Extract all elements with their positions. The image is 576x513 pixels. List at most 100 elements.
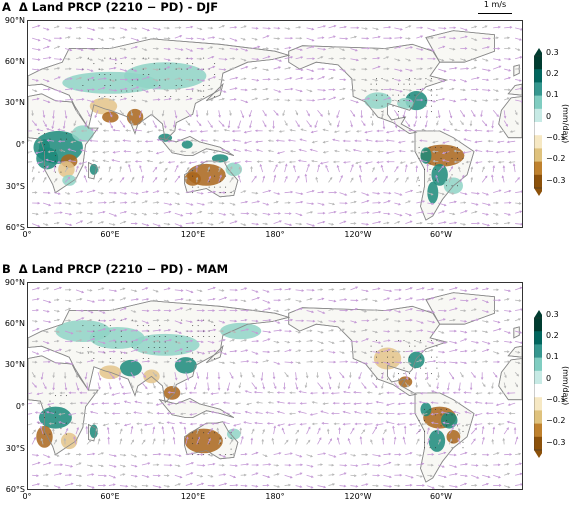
significance-dot xyxy=(154,63,155,64)
significance-dot xyxy=(154,342,155,343)
significance-dot xyxy=(376,351,377,352)
significance-dot xyxy=(209,187,210,188)
colorbar xyxy=(534,310,542,458)
significance-dot xyxy=(409,100,410,101)
significance-dot xyxy=(38,150,39,151)
significance-dot xyxy=(148,358,149,359)
significance-dot xyxy=(132,347,133,348)
lon-label-60e: 60°E xyxy=(85,492,135,501)
significance-dot xyxy=(110,85,111,86)
significance-dot xyxy=(382,346,383,347)
significance-dot xyxy=(170,358,171,359)
significance-dot xyxy=(214,336,215,337)
significance-dot xyxy=(430,169,431,170)
significance-dot xyxy=(393,100,394,101)
significance-dot xyxy=(181,80,182,81)
reference-vector-label: 1 m/s xyxy=(470,0,520,9)
significance-dot xyxy=(419,147,420,148)
significance-dot xyxy=(431,100,432,101)
significance-dot xyxy=(419,425,420,426)
significance-dot xyxy=(104,353,105,354)
significance-dot xyxy=(452,447,453,448)
significance-dot xyxy=(430,447,431,448)
significance-dot xyxy=(49,412,50,413)
significance-dot xyxy=(60,434,61,435)
map-mam xyxy=(27,282,523,490)
significance-dot xyxy=(231,438,232,439)
significance-dot xyxy=(398,100,399,101)
significance-dot xyxy=(165,347,166,348)
significance-dot xyxy=(441,158,442,159)
significance-dot xyxy=(225,187,226,188)
significance-dot xyxy=(143,58,144,59)
significance-dot xyxy=(165,80,166,81)
significance-dot xyxy=(431,95,432,96)
significance-dot xyxy=(225,192,226,193)
significance-dot xyxy=(49,406,50,407)
significance-dot xyxy=(176,69,177,70)
significance-dot xyxy=(441,409,442,410)
precip-anomaly-patch xyxy=(120,360,142,376)
significance-dot xyxy=(393,89,394,90)
significance-dot xyxy=(420,340,421,341)
significance-dot xyxy=(60,161,61,162)
significance-dot xyxy=(214,358,215,359)
significance-dot xyxy=(99,325,100,326)
colorbar-tick: 0.1 xyxy=(546,352,559,361)
colorbar-segment xyxy=(534,148,542,162)
lat-label-30n: 30°N xyxy=(0,360,25,369)
significance-dot xyxy=(93,336,94,337)
significance-dot xyxy=(398,340,399,341)
significance-dot xyxy=(376,100,377,101)
significance-dot xyxy=(424,169,425,170)
lon-label-120w: 120°W xyxy=(333,492,383,501)
significance-dot xyxy=(192,91,193,92)
significance-dot xyxy=(231,449,232,450)
significance-dot xyxy=(393,95,394,96)
significance-dot xyxy=(446,414,447,415)
significance-dot xyxy=(431,111,432,112)
significance-dot xyxy=(55,161,56,162)
colorbar-segment xyxy=(534,437,542,451)
significance-dot xyxy=(382,111,383,112)
significance-dot xyxy=(198,187,199,188)
significance-dot xyxy=(403,89,404,90)
significance-dot xyxy=(187,336,188,337)
significance-dot xyxy=(49,161,50,162)
lon-label-0: 0° xyxy=(2,230,52,239)
significance-dot xyxy=(214,176,215,177)
significance-dot xyxy=(452,174,453,175)
colorbar-unit: (mm/day) xyxy=(561,366,570,405)
significance-dot xyxy=(198,91,199,92)
significance-dot xyxy=(203,58,204,59)
significance-dot xyxy=(181,320,182,321)
significance-dot xyxy=(435,447,436,448)
colorbar-segment xyxy=(534,344,542,358)
significance-dot xyxy=(159,336,160,337)
significance-dot xyxy=(393,78,394,79)
significance-dot xyxy=(110,325,111,326)
significance-dot xyxy=(154,91,155,92)
significance-dot xyxy=(435,152,436,153)
significance-dot xyxy=(435,409,436,410)
lon-label-120e: 120°E xyxy=(168,492,218,501)
colorbar-segment xyxy=(534,135,542,149)
significance-dot xyxy=(104,325,105,326)
precip-anomaly-patch xyxy=(55,320,110,342)
colorbar-segment xyxy=(534,358,542,372)
significance-dot xyxy=(66,133,67,134)
colorbar-tick: 0 xyxy=(546,112,551,121)
significance-dot xyxy=(154,347,155,348)
significance-dot xyxy=(104,85,105,86)
significance-dot xyxy=(436,362,437,363)
significance-dot xyxy=(414,95,415,96)
significance-dot xyxy=(403,340,404,341)
significance-dot xyxy=(371,117,372,118)
significance-dot xyxy=(93,331,94,332)
significance-dot xyxy=(403,351,404,352)
lon-label-180: 180° xyxy=(250,230,300,239)
significance-dot xyxy=(419,420,420,421)
significance-dot xyxy=(132,85,133,86)
significance-dot xyxy=(424,442,425,443)
